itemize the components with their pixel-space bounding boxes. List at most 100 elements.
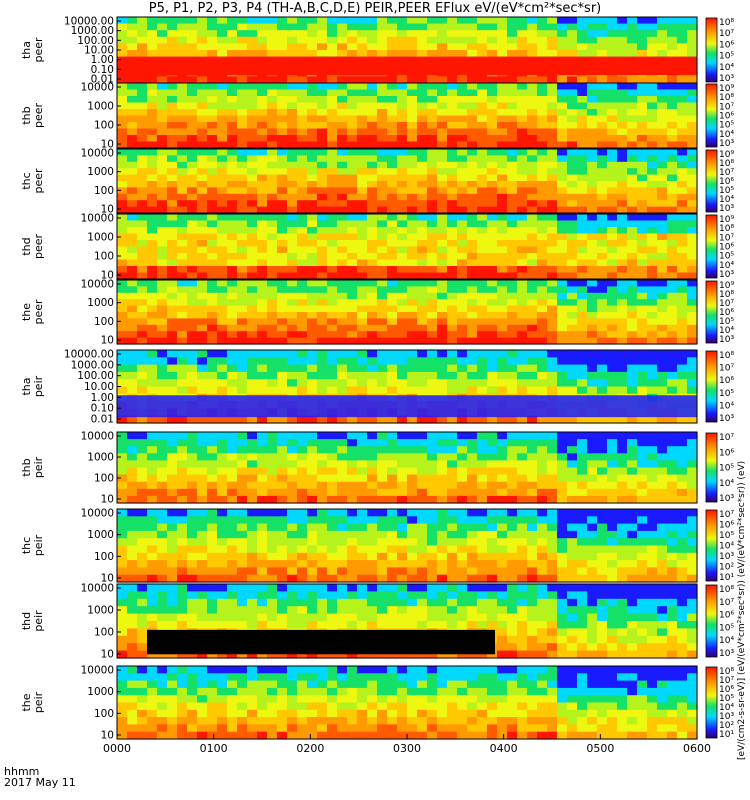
spectrogram-cell [187,89,198,97]
spectrogram-cell [207,613,218,622]
spectrogram-cell [487,233,498,241]
spectrogram-cell [677,509,688,517]
spectrogram-cell [307,149,318,156]
spectrogram-cell [657,523,668,532]
spectrogram-cell [637,509,648,517]
spectrogram-cell [397,371,408,380]
spectrogram-cell [667,200,678,208]
spectrogram-cell [607,23,618,31]
spectrogram-cell [647,312,658,319]
spectrogram-cell [257,460,268,469]
spectrogram-cell [197,523,208,532]
spectrogram-cell [177,371,188,380]
spectrogram-cell [387,286,398,294]
spectrogram-cell [567,115,578,123]
spectrogram-cell [617,135,628,143]
spectrogram-cell [167,233,178,241]
spectrogram-cell [517,386,528,395]
spectrogram-cell [187,584,198,592]
spectrogram-cell [337,161,348,169]
spectrogram-cell [147,115,158,123]
spectrogram-cell [137,567,148,576]
spectrogram-cell [167,538,178,547]
spectrogram-cell [677,96,688,104]
spectrogram-cell [387,312,398,319]
spectrogram-cell [267,299,278,307]
spectrogram-cell [677,17,688,25]
spectrogram-cell [357,530,368,539]
spectrogram-cell [557,280,568,287]
spectrogram-cell [217,89,228,97]
spectrogram-cell [657,481,668,490]
spectrogram-cell [497,415,508,424]
spectrogram-cell [637,545,648,554]
spectrogram-cell [147,43,158,51]
spectrogram-cell [617,206,628,214]
spectrogram-cell [567,509,578,517]
spectrogram-cell [667,220,678,228]
spectrogram-cell [637,474,648,483]
spectrogram-cell [257,516,268,525]
spectrogram-cell [187,181,198,188]
spectrogram-cell [557,364,568,373]
spectrogram-cell [277,246,288,254]
spectrogram-cell [247,266,258,274]
spectrogram-cell [277,567,288,576]
spectrogram-cell [197,621,208,629]
spectrogram-cell [147,135,158,143]
spectrogram-cell [347,312,358,319]
y-tick-label: 1000.00 [71,25,114,37]
spectrogram-cell [287,227,298,235]
spectrogram-cell [357,83,368,91]
spectrogram-cell [367,181,378,188]
spectrogram-cell [677,337,688,345]
spectrogram-cell [327,200,338,208]
spectrogram-cell [537,530,548,539]
spectrogram-cell [517,318,528,326]
spectrogram-cell [567,102,578,110]
spectrogram-cell [187,286,198,294]
spectrogram-cell [347,30,358,38]
spectrogram-cell [477,545,488,554]
spectrogram-cell [237,324,248,332]
spectrogram-cell [477,30,488,38]
spectrogram-cell [477,36,488,44]
spectrogram-cell [417,312,428,319]
spectrogram-cell [187,574,198,583]
spectrogram-cell [667,379,678,388]
spectrogram-cell [347,174,358,182]
spectrogram-cell [247,305,258,313]
spectrogram-cell [197,76,208,84]
spectrogram-cell [247,591,258,600]
spectrogram-cell [537,318,548,326]
spectrogram-cell [207,272,218,280]
spectrogram-cell [117,43,128,51]
spectrogram-cell [417,560,428,568]
spectrogram-cell [327,23,338,31]
spectrogram-cell [287,292,298,300]
spectrogram-cell [357,174,368,182]
spectrogram-cell [187,50,198,58]
spectrogram-cell [167,141,178,149]
spectrogram-cell [657,50,668,58]
spectrogram-cell [527,495,538,504]
spectrogram-cell [527,286,538,294]
spectrogram-cell [117,337,128,345]
spectrogram-cell [307,266,318,274]
spectrogram-cell [197,272,208,280]
spectrogram-cell [337,432,348,440]
spectrogram-cell [687,474,698,483]
spectrogram-cell [367,446,378,454]
spectrogram-cell [397,523,408,532]
spectrogram-cell [437,30,448,38]
spectrogram-cell [117,523,128,532]
spectrogram-cell [607,350,618,358]
spectrogram-cell [507,181,518,188]
spectrogram-cell [287,379,298,388]
spectrogram-cell [367,530,378,539]
spectrogram-cell [647,474,658,483]
spectrogram-cell [367,481,378,490]
spectrogram-cell [497,227,508,235]
spectrogram-cell [327,227,338,235]
spectrogram-cell [627,43,638,51]
